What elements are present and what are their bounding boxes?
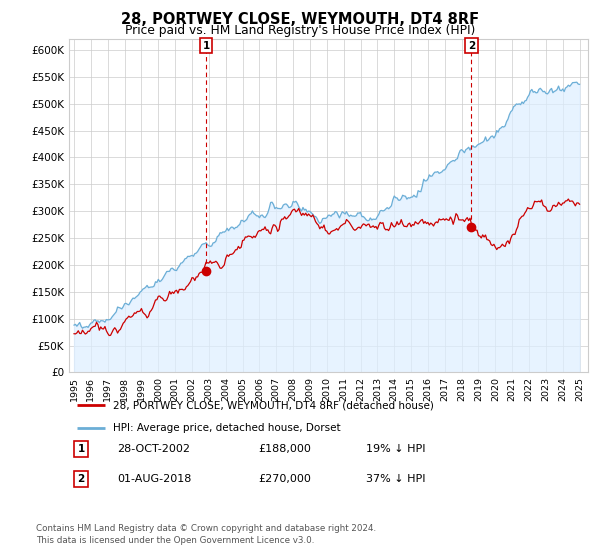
Text: 1: 1 [77, 444, 85, 454]
Text: 01-AUG-2018: 01-AUG-2018 [117, 474, 191, 484]
Text: 19% ↓ HPI: 19% ↓ HPI [366, 444, 425, 454]
Text: HPI: Average price, detached house, Dorset: HPI: Average price, detached house, Dors… [113, 423, 341, 433]
Text: 37% ↓ HPI: 37% ↓ HPI [366, 474, 425, 484]
Text: £270,000: £270,000 [258, 474, 311, 484]
Text: Price paid vs. HM Land Registry's House Price Index (HPI): Price paid vs. HM Land Registry's House … [125, 24, 475, 36]
Text: 28-OCT-2002: 28-OCT-2002 [117, 444, 190, 454]
Text: £188,000: £188,000 [258, 444, 311, 454]
Text: This data is licensed under the Open Government Licence v3.0.: This data is licensed under the Open Gov… [36, 536, 314, 545]
Text: Contains HM Land Registry data © Crown copyright and database right 2024.: Contains HM Land Registry data © Crown c… [36, 524, 376, 533]
Text: 2: 2 [77, 474, 85, 484]
Text: 28, PORTWEY CLOSE, WEYMOUTH, DT4 8RF: 28, PORTWEY CLOSE, WEYMOUTH, DT4 8RF [121, 12, 479, 27]
Text: 2: 2 [468, 41, 475, 50]
Text: 28, PORTWEY CLOSE, WEYMOUTH, DT4 8RF (detached house): 28, PORTWEY CLOSE, WEYMOUTH, DT4 8RF (de… [113, 400, 434, 410]
Text: 1: 1 [202, 41, 209, 50]
